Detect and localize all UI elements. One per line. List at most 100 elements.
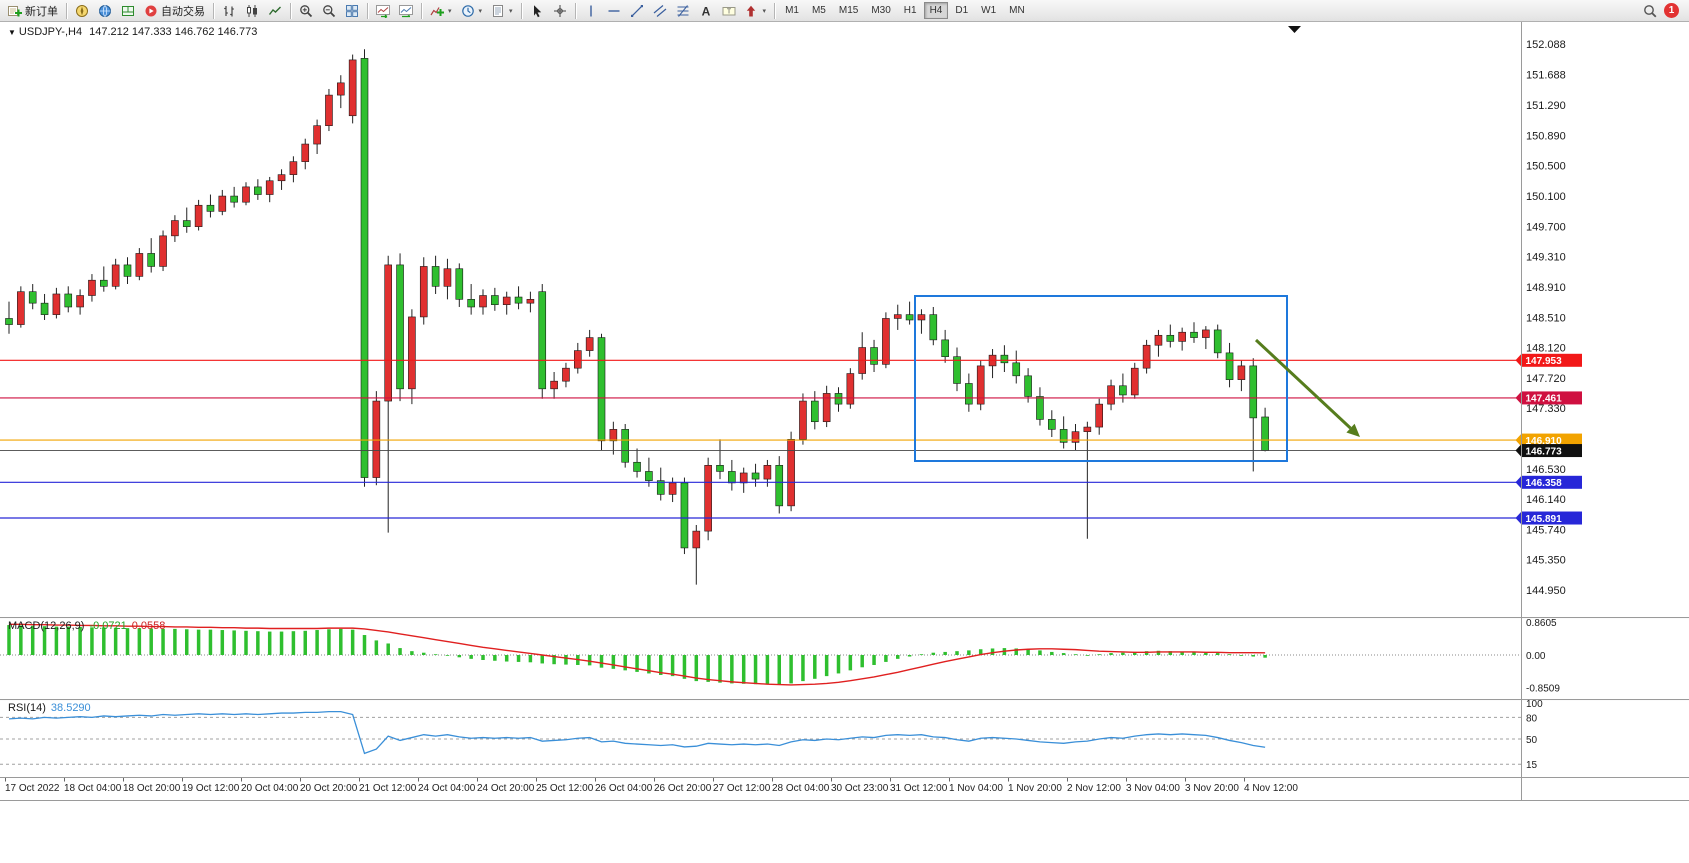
macd-histogram-bar [433, 654, 438, 656]
candle-body [763, 465, 772, 480]
candle-body [1213, 329, 1222, 354]
price-scale-label: 146.140 [1526, 494, 1566, 506]
vertical-line-button[interactable] [580, 0, 602, 21]
macd-histogram-bar [493, 655, 497, 661]
line-chart-icon [268, 6, 281, 15]
indicators-button[interactable]: ▾ [426, 0, 456, 21]
macd-histogram-bar [220, 630, 225, 655]
candle-body [1225, 352, 1234, 380]
auto-trading-button-label: 自动交易 [161, 5, 205, 18]
candle-body [775, 465, 784, 507]
candle-body [953, 356, 961, 384]
candle-body [787, 439, 795, 507]
timeframe-mn-button[interactable]: MN [1009, 5, 1025, 16]
macd-histogram-bar [362, 635, 367, 655]
macd-scale-label: -0.8509 [1526, 684, 1560, 695]
toolbar-separator [520, 2, 522, 19]
cursor-button[interactable] [526, 0, 548, 21]
rsi-value: 38.5290 [50, 702, 91, 714]
candle-body [159, 235, 167, 267]
chart-canvas[interactable]: 152.088 151.688 151.290 150.890 150.500 150.1… [0, 22, 1689, 863]
candle-body [171, 220, 179, 237]
text-button[interactable]: A [695, 0, 717, 21]
macd-histogram-bar [1014, 648, 1018, 655]
candle-body [917, 314, 926, 321]
search-button[interactable] [1639, 0, 1661, 21]
auto-scroll-button[interactable] [372, 0, 394, 21]
candle-body [1142, 344, 1151, 369]
macd-histogram-bar [350, 629, 355, 655]
timeframe-h4-button[interactable]: H4 [923, 2, 949, 19]
macd-histogram-bar [125, 628, 130, 655]
tile-windows-button[interactable] [341, 0, 363, 21]
macd-histogram-bar [1097, 654, 1101, 656]
arrow-object-head[interactable] [1346, 423, 1360, 437]
crosshair-button[interactable] [549, 0, 571, 21]
time-axis-label: 17 Oct 2022 [5, 783, 60, 794]
macd-histogram-bar [185, 629, 189, 655]
candle-body [88, 279, 96, 296]
new-order-button[interactable]: 新订单 [4, 0, 62, 21]
macd-histogram-bar [623, 655, 627, 671]
candle-body [692, 530, 701, 549]
chart-shift-button[interactable] [395, 0, 417, 21]
zoom-out-button[interactable] [318, 0, 340, 21]
price-tag-pointer [1515, 511, 1522, 525]
chart-window: 152.088 151.688 151.290 150.890 150.500 150.1… [0, 22, 1689, 863]
macd-histogram-bar [682, 655, 687, 679]
macd-histogram-bar [706, 655, 710, 682]
market-watch-button[interactable] [71, 0, 93, 21]
macd-value: -0.0721 [89, 620, 127, 632]
horizontal-line-button[interactable] [603, 0, 625, 21]
time-axis-label: 30 Oct 23:00 [831, 783, 889, 794]
zoom-in-button[interactable] [295, 0, 317, 21]
timeframe-w1-button[interactable]: W1 [981, 5, 997, 16]
macd-histogram-bar [943, 651, 947, 655]
timeframe-m30-button[interactable]: M30 [871, 5, 891, 16]
time-axis-label: 24 Oct 20:00 [477, 783, 535, 794]
macd-histogram-bar [19, 625, 23, 655]
search-icon [1644, 4, 1657, 17]
arrow-object-line[interactable] [1254, 338, 1352, 430]
candle-body [336, 82, 345, 96]
timeframe-m1-button[interactable]: M1 [785, 5, 799, 16]
line-chart-button[interactable] [264, 0, 286, 21]
rectangle-object[interactable] [914, 295, 1288, 462]
time-axis-label: 26 Oct 20:00 [654, 783, 712, 794]
terminal-icon [122, 5, 134, 16]
channel-button[interactable] [649, 0, 671, 21]
periods-button[interactable]: ▾ [457, 0, 487, 21]
candle-body [289, 161, 298, 175]
price-tag-pointer [1515, 475, 1522, 489]
candle-body [1024, 375, 1032, 397]
data-window-button[interactable] [117, 0, 139, 21]
scroll-to-end-marker[interactable] [1288, 26, 1301, 33]
macd-histogram-bar [1085, 655, 1090, 656]
timeframe-m5-button[interactable]: M5 [811, 5, 826, 16]
auto-trading-button[interactable]: 自动交易 [140, 0, 209, 21]
timeframe-m15-button[interactable]: M15 [838, 5, 859, 16]
price-scale-label: 149.310 [1526, 251, 1566, 263]
time-axis-label: 20 Oct 04:00 [241, 783, 299, 794]
time-axis-label: 25 Oct 12:00 [536, 783, 594, 794]
symbol-marker-icon: ▼ [8, 28, 16, 37]
time-axis-label: 24 Oct 04:00 [418, 783, 476, 794]
arrows-button[interactable]: ▾ [741, 0, 771, 21]
fibonacci-button[interactable] [672, 0, 694, 21]
macd-histogram-bar [1168, 651, 1173, 655]
timeframe-h1-button[interactable]: H1 [903, 5, 917, 16]
label-button[interactable]: T [718, 0, 740, 21]
bar-chart-button[interactable] [218, 0, 240, 21]
timeframe-d1-button[interactable]: D1 [955, 5, 969, 16]
navigator-button[interactable] [94, 0, 116, 21]
macd-histogram-bar [232, 630, 236, 655]
templates-button[interactable]: ▾ [487, 0, 517, 21]
price-tag-label: 147.953 [1526, 356, 1563, 367]
trendline-button[interactable] [626, 0, 648, 21]
price-scale-label: 148.510 [1526, 313, 1566, 325]
macd-histogram-bar [1144, 651, 1149, 655]
candlestick-chart-button[interactable] [241, 0, 263, 21]
candle-body [976, 365, 985, 405]
candle-body [277, 174, 286, 182]
notification-badge[interactable]: 1 [1664, 3, 1679, 18]
